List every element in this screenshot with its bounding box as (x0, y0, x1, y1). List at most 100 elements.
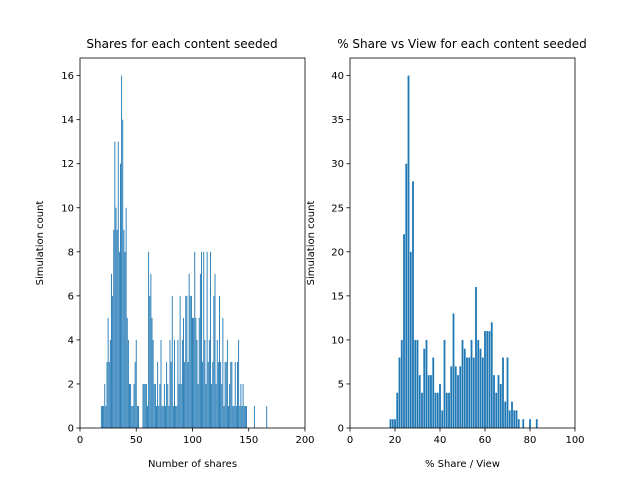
bar (190, 296, 191, 428)
bar (148, 252, 149, 428)
bar (493, 375, 495, 428)
x-tick-label: 150 (239, 435, 258, 446)
y-tick-label: 8 (68, 247, 74, 258)
bar (224, 406, 225, 428)
bar (502, 358, 504, 428)
y-axis-label: Simulation count (306, 201, 317, 286)
bar (238, 340, 239, 428)
bar (410, 252, 412, 428)
bar (197, 340, 198, 428)
bar (399, 358, 401, 428)
bar (170, 340, 171, 428)
bar (102, 406, 103, 428)
bar (408, 76, 410, 428)
bar (195, 318, 196, 428)
bar (147, 406, 148, 428)
bar (171, 362, 172, 428)
bar (405, 164, 407, 428)
x-tick-label: 0 (77, 435, 83, 446)
bar (208, 362, 209, 428)
bar (229, 384, 230, 428)
bar (219, 296, 220, 428)
bar (221, 384, 222, 428)
bar (168, 406, 169, 428)
bar (175, 406, 176, 428)
bar (200, 274, 201, 428)
bar (155, 384, 156, 428)
bar (435, 393, 437, 428)
bar (213, 296, 214, 428)
bar (486, 331, 488, 428)
bar (157, 362, 158, 428)
y-tick-label: 40 (331, 71, 344, 82)
bar (162, 406, 163, 428)
bar (118, 142, 119, 428)
bar (462, 340, 464, 428)
bar (231, 362, 232, 428)
bar (203, 252, 204, 428)
bar (233, 406, 234, 428)
bar (125, 252, 126, 428)
share-view-histogram-panel: % Share vs View for each content seeded … (306, 37, 587, 470)
bar (217, 340, 218, 428)
bar (390, 419, 392, 428)
bar (419, 375, 421, 428)
bar (254, 406, 255, 428)
bar (206, 384, 207, 428)
y-tick-label: 12 (61, 159, 74, 170)
bar (204, 340, 205, 428)
bar (154, 384, 155, 428)
bar (132, 406, 133, 428)
bar (122, 120, 123, 428)
bar (234, 406, 235, 428)
bar-series (101, 76, 267, 428)
bar (244, 406, 245, 428)
x-tick-label: 50 (130, 435, 143, 446)
y-tick-label: 0 (338, 424, 344, 435)
bar (211, 384, 212, 428)
y-axis-label: Simulation count (35, 201, 46, 286)
bar (240, 384, 241, 428)
bar (108, 318, 109, 428)
bar (392, 419, 394, 428)
x-tick-label: 0 (347, 435, 353, 446)
bar (167, 384, 168, 428)
bar (105, 406, 106, 428)
bar (401, 340, 403, 428)
bar (111, 274, 112, 428)
bar (193, 318, 194, 428)
bar (176, 406, 177, 428)
bar (423, 349, 425, 428)
bar (191, 296, 192, 428)
bar (455, 366, 457, 428)
bar (516, 410, 518, 428)
y-tick-label: 15 (331, 291, 344, 302)
bar (146, 384, 147, 428)
bar (417, 340, 419, 428)
x-axis-label: Number of shares (148, 459, 237, 470)
bar (207, 252, 208, 428)
y-tick-label: 16 (61, 71, 74, 82)
bar (129, 384, 130, 428)
bar (475, 287, 477, 428)
bar (198, 384, 199, 428)
x-tick-label: 40 (434, 435, 447, 446)
bar (188, 362, 189, 428)
bar (529, 419, 531, 428)
bar (166, 362, 167, 428)
y-tick-label: 6 (68, 291, 74, 302)
x-tick-label: 20 (389, 435, 402, 446)
bar (448, 393, 450, 428)
bar (237, 362, 238, 428)
bar (114, 142, 115, 428)
x-axis-ticks: 0 20 40 60 80 100 (347, 428, 585, 446)
bar (227, 340, 228, 428)
bar (101, 406, 102, 428)
bar (180, 296, 181, 428)
bar (504, 402, 506, 428)
bar (421, 393, 423, 428)
bar (222, 318, 223, 428)
bar (107, 362, 108, 428)
bar (439, 384, 441, 428)
bar (164, 384, 165, 428)
